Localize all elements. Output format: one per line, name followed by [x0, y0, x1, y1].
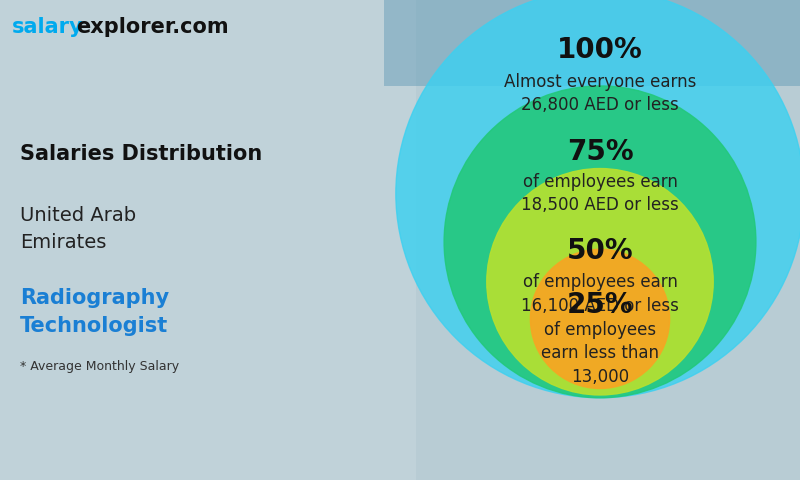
Text: Radiography
Technologist: Radiography Technologist	[20, 288, 169, 336]
Text: explorer.com: explorer.com	[76, 17, 229, 37]
Text: Salaries Distribution: Salaries Distribution	[20, 144, 262, 164]
Text: 25%: 25%	[566, 291, 634, 319]
Circle shape	[530, 249, 670, 388]
Circle shape	[486, 168, 714, 395]
Text: of employees earn
16,100 AED or less: of employees earn 16,100 AED or less	[521, 273, 679, 314]
Text: * Average Monthly Salary: * Average Monthly Salary	[20, 360, 179, 373]
Circle shape	[396, 0, 800, 398]
Text: United Arab
Emirates: United Arab Emirates	[20, 206, 136, 252]
Text: Almost everyone earns
26,800 AED or less: Almost everyone earns 26,800 AED or less	[504, 72, 696, 114]
Text: 100%: 100%	[557, 36, 643, 64]
Text: 75%: 75%	[566, 138, 634, 166]
Text: of employees earn
18,500 AED or less: of employees earn 18,500 AED or less	[521, 173, 679, 215]
Circle shape	[444, 86, 756, 398]
Text: salary: salary	[12, 17, 84, 37]
Text: of employees
earn less than
13,000: of employees earn less than 13,000	[541, 321, 659, 386]
Text: 50%: 50%	[566, 237, 634, 265]
Bar	[0, 0, 416, 480]
Bar	[384, 0, 800, 86]
